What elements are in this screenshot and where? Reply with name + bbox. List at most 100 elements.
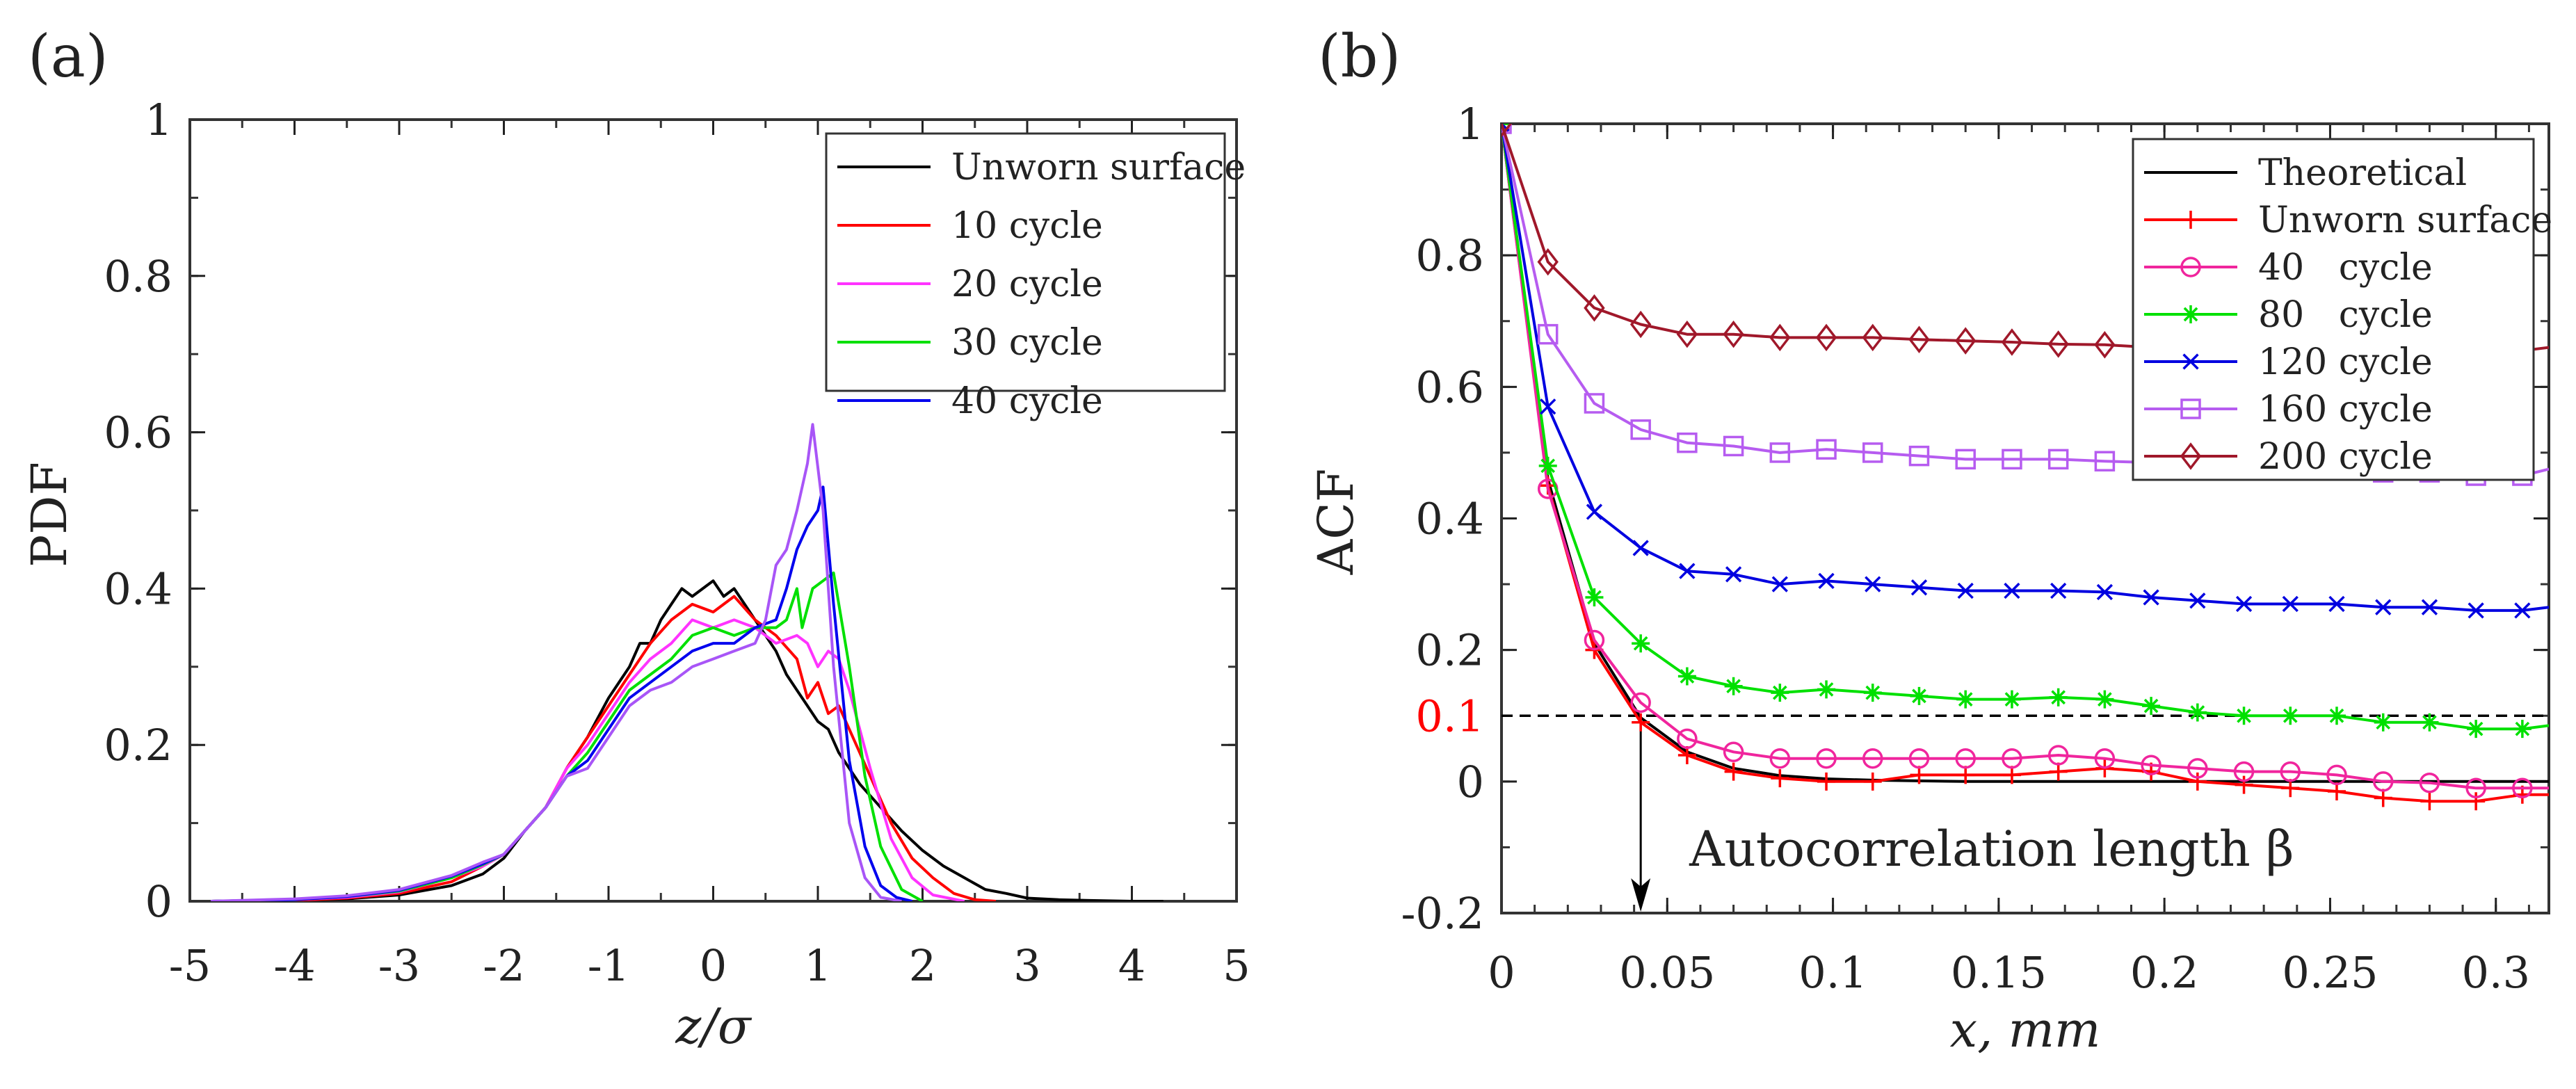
data-point-marker bbox=[2512, 777, 2533, 799]
data-point-marker bbox=[1862, 323, 1883, 352]
x-tick-label: 2 bbox=[909, 940, 936, 991]
data-point-marker bbox=[1723, 741, 1744, 763]
y-tick-label: 1 bbox=[145, 95, 172, 145]
data-point-marker bbox=[1679, 563, 1696, 579]
data-point-marker bbox=[2328, 595, 2345, 613]
data-point-marker bbox=[1677, 667, 1696, 686]
legend-label: 20 cycle bbox=[951, 264, 1103, 305]
legend: Unworn surface 10 cycle 20 cycle 30 cycle 40… bbox=[825, 132, 1246, 422]
series-10-cycle bbox=[211, 595, 997, 901]
data-point-marker bbox=[1769, 748, 1791, 769]
y-tick-label: 0.8 bbox=[104, 251, 172, 302]
legend-marker-icon bbox=[2180, 442, 2202, 470]
data-point-marker bbox=[2001, 328, 2023, 356]
legend-label: 10 cycle bbox=[951, 205, 1103, 247]
data-point-marker bbox=[2094, 331, 2116, 359]
legend-label: 80 cycle bbox=[2258, 294, 2433, 336]
data-point-marker bbox=[1769, 442, 1791, 463]
series-30-cycle bbox=[211, 571, 924, 901]
axes-box bbox=[188, 118, 1238, 903]
data-point-marker bbox=[1584, 294, 1605, 322]
data-point-marker bbox=[2047, 330, 2069, 358]
data-point-marker bbox=[2372, 771, 2394, 792]
data-point-marker bbox=[1955, 327, 1977, 355]
y-axis-label: ACF bbox=[1307, 469, 1365, 576]
y-tick-label: 1 bbox=[1457, 99, 1484, 150]
data-point-marker bbox=[2049, 688, 2068, 707]
x-tick-label: -2 bbox=[483, 940, 524, 991]
data-point-marker bbox=[1540, 398, 1556, 415]
data-point-marker bbox=[2327, 707, 2346, 725]
data-point-marker bbox=[2189, 592, 2206, 609]
x-tick-label: -3 bbox=[378, 940, 420, 991]
series-line bbox=[1502, 124, 2549, 612]
series-unlabeled bbox=[211, 423, 902, 901]
data-point-marker bbox=[1818, 572, 1835, 589]
x-tick-label: -1 bbox=[588, 940, 629, 991]
legend-marker-icon bbox=[2180, 398, 2201, 419]
data-point-marker bbox=[2047, 449, 2069, 470]
data-point-marker bbox=[1723, 320, 1744, 348]
y-axis-label: PDF bbox=[21, 462, 78, 567]
data-point-marker bbox=[2235, 595, 2253, 613]
data-point-marker bbox=[2420, 713, 2439, 732]
data-point-marker bbox=[1632, 713, 1650, 732]
data-point-marker bbox=[1632, 540, 1649, 556]
series-120-cycle bbox=[1502, 124, 2549, 619]
data-point-marker bbox=[1957, 582, 1974, 599]
data-point-marker bbox=[1862, 748, 1883, 769]
data-point-marker bbox=[1537, 323, 1559, 345]
series-line bbox=[211, 485, 912, 901]
data-point-marker bbox=[2326, 764, 2347, 786]
data-point-marker bbox=[1584, 393, 1605, 414]
data-point-marker bbox=[1724, 677, 1743, 695]
data-point-marker bbox=[1586, 503, 1603, 520]
legend-marker-icon bbox=[2182, 353, 2199, 370]
data-point-marker bbox=[2094, 451, 2116, 471]
legend-label: 160 cycle bbox=[2258, 389, 2433, 430]
legend-label: 40 cycle bbox=[2258, 247, 2433, 289]
data-point-marker bbox=[1677, 432, 1698, 453]
x-tick-label: 0 bbox=[1488, 947, 1515, 998]
legend-marker-icon bbox=[2180, 257, 2201, 277]
series-40-cycle bbox=[211, 485, 912, 901]
data-point-marker bbox=[2421, 599, 2438, 615]
legend-label: 40 cycle bbox=[951, 380, 1103, 422]
data-point-marker bbox=[2142, 697, 2161, 716]
x-tick-label: 0 bbox=[700, 940, 727, 991]
data-point-marker bbox=[1817, 680, 1836, 699]
chart-panel-acf: (b)0 0.05 0.1 0.15 0.2 0.25 0.3-0.200.20.40.60… bbox=[1307, 22, 2552, 1058]
data-point-marker bbox=[2282, 595, 2299, 613]
y-tick-label: 0.2 bbox=[104, 720, 172, 771]
data-point-marker bbox=[2419, 772, 2440, 793]
data-point-marker bbox=[2374, 789, 2392, 807]
data-point-marker bbox=[2327, 782, 2346, 801]
x-tick-label: 5 bbox=[1223, 940, 1250, 991]
data-point-marker bbox=[2002, 748, 2022, 769]
series-unworn-surface bbox=[211, 579, 1164, 901]
data-point-marker bbox=[1956, 766, 1975, 784]
threshold-label: 0.1 bbox=[1415, 691, 1484, 741]
y-tick-label: 0.4 bbox=[1415, 494, 1484, 544]
data-point-marker bbox=[1629, 310, 1652, 339]
x-tick-label: 0.2 bbox=[2130, 947, 2199, 998]
data-point-marker bbox=[1585, 588, 1604, 606]
data-point-marker bbox=[2280, 761, 2301, 782]
data-point-marker bbox=[2096, 583, 2114, 601]
data-point-marker bbox=[1771, 769, 1789, 788]
data-point-marker bbox=[1910, 579, 1928, 596]
series-unworn-surface bbox=[1502, 124, 2549, 811]
y-tick-label: -0.2 bbox=[1401, 888, 1484, 939]
x-tick-label: 0.3 bbox=[2461, 947, 2530, 998]
data-point-marker bbox=[1910, 766, 1929, 784]
data-point-marker bbox=[1630, 419, 1651, 440]
data-point-marker bbox=[1862, 442, 1883, 463]
data-point-marker bbox=[2513, 720, 2531, 739]
data-point-marker bbox=[2281, 707, 2300, 725]
y-tick-label: 0.2 bbox=[1415, 625, 1484, 676]
data-point-marker bbox=[2467, 720, 2486, 739]
data-point-marker bbox=[1537, 248, 1559, 276]
legend-label: 30 cycle bbox=[951, 322, 1103, 364]
data-point-marker bbox=[1676, 320, 1698, 348]
